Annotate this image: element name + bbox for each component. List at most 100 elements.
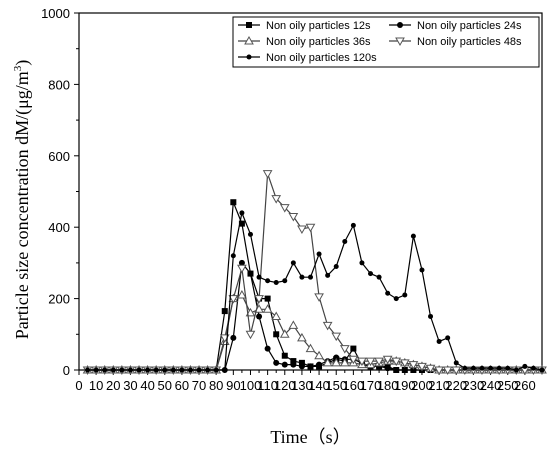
data-point [348,355,359,365]
data-point [93,367,99,373]
series-2 [84,259,545,373]
legend-item: Non oily particles 120s [238,52,377,64]
data-point [331,332,342,342]
data-point [256,274,262,280]
data-point [408,361,419,370]
data-point [391,357,402,367]
legend-label: Non oily particles 36s [266,36,371,48]
x-tick-label: 180 [377,378,399,393]
data-point [399,359,410,368]
data-point [376,274,382,280]
x-tick-label: 210 [428,378,450,393]
data-point [350,222,356,228]
y-tick-label: 0 [63,363,70,378]
data-point [522,363,528,369]
data-point [279,204,290,213]
x-tick-label: 30 [123,378,137,393]
data-point [368,271,374,277]
data-point [333,263,339,269]
data-point [488,365,494,371]
data-point [246,22,252,28]
legend-label: Non oily particles 48s [417,36,522,48]
data-point [436,338,442,344]
data-point [282,278,288,284]
data-point [221,308,228,315]
data-point [290,361,297,368]
data-point [314,350,324,360]
data-point [237,264,247,274]
data-point [246,54,252,60]
x-tick-label: 10 [89,378,103,393]
x-tick-label: 150 [325,378,347,393]
data-point [539,367,545,373]
legend: Non oily particles 12s Non oily particles… [232,16,540,68]
x-axis-title: Time（s） [270,427,350,447]
data-point [308,274,313,280]
data-point [239,210,245,216]
data-point [322,357,333,367]
data-point [410,233,416,239]
y-axis-title: Particle size concentration dM/(μg/m3) [12,60,33,340]
data-point [339,345,350,354]
data-point [395,37,405,47]
data-point [350,345,357,352]
data-point [222,367,228,373]
data-point [314,293,324,302]
data-point [410,367,417,373]
data-point [170,367,176,373]
data-point [273,280,279,286]
series-line [87,261,542,371]
legend-item: Non oily particles 12s [238,20,371,32]
data-point [357,357,367,367]
x-tick-label: 190 [394,378,416,393]
data-point [442,366,453,376]
x-tick-label: 110 [257,378,278,393]
data-point [153,367,159,373]
data-point [179,367,185,373]
data-point [331,357,342,367]
legend-box [232,16,540,68]
x-tick-label: 120 [274,378,296,393]
data-point [288,212,299,222]
data-point [434,366,444,376]
data-point [462,365,468,371]
x-tick-label: 230 [463,378,485,393]
data-point [254,295,264,304]
data-point [384,365,391,372]
data-point [325,272,331,278]
data-point [513,367,519,373]
data-point [297,332,307,342]
data-point [256,313,263,320]
data-point [244,35,254,45]
x-tick-label: 60 [175,378,189,393]
data-point [470,365,476,371]
data-point [247,231,253,237]
y-tick-label: 600 [48,149,70,164]
data-point [393,367,400,373]
data-point [374,357,384,367]
x-tick-label: 130 [291,378,313,393]
y-axis-title-main: Particle size concentration dM/(μg/m [12,71,33,339]
data-point [496,365,502,371]
data-point [359,260,365,266]
x-tick-label: 90 [226,378,240,393]
data-point [290,260,296,266]
data-point [230,199,237,206]
data-point [238,259,245,266]
data-point [213,367,219,373]
data-point [305,223,316,233]
data-point [428,313,434,319]
series-1 [84,199,545,373]
x-tick-label: 260 [514,378,536,393]
y-axis-title-superscript: 3 [12,65,24,71]
data-point [333,354,340,361]
data-point [393,296,399,302]
legend-label: Non oily particles 24s [417,20,522,32]
data-point [298,359,305,366]
series-3 [82,290,547,374]
legend-label: Non oily particles 120s [266,52,377,64]
series-4 [82,170,547,376]
x-tick-label: 200 [411,378,433,393]
data-point [127,367,133,373]
data-point [530,365,536,371]
